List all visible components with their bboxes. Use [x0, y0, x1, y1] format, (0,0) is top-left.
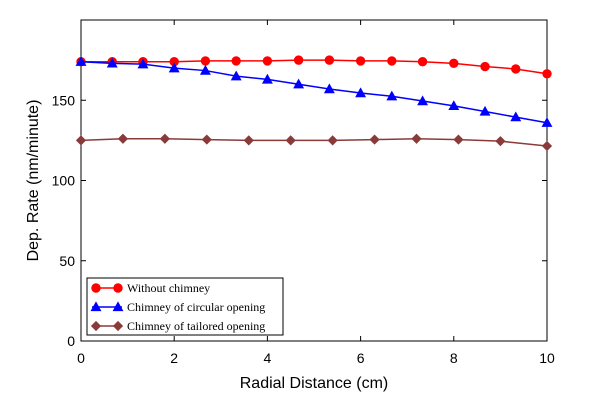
data-point [479, 105, 491, 116]
data-point [106, 57, 118, 68]
data-point [510, 111, 522, 122]
legend-entry: Without chimney [91, 281, 210, 295]
x-tick-label: 4 [264, 350, 272, 366]
legend-marker [90, 301, 102, 312]
data-point [159, 133, 170, 144]
data-point [201, 134, 212, 145]
axis-ticks [80, 20, 548, 342]
series-line [81, 59, 548, 75]
legend-label: Chimney of circular opening [127, 300, 265, 314]
data-point [495, 136, 506, 147]
x-tick-label: 10 [539, 350, 555, 366]
y-axis-title: Dep. Rate (nm/minute) [25, 100, 42, 262]
series-triangle [75, 56, 553, 127]
data-point [75, 135, 87, 146]
data-point [542, 69, 552, 79]
series-line [80, 60, 548, 124]
data-point [75, 56, 87, 66]
x-axis-title: Radial Distance (cm) [240, 375, 388, 392]
legend-label: Without chimney [127, 281, 210, 295]
y-tick-label: 150 [52, 92, 76, 108]
series-diamond [75, 133, 553, 152]
x-tick-label: 0 [77, 350, 85, 366]
data-point [293, 78, 305, 89]
legend-label: Chimney of tailored opening [127, 319, 265, 333]
data-point [137, 58, 149, 69]
x-tick-label: 2 [170, 350, 178, 366]
data-point [168, 62, 180, 73]
legend-marker [112, 320, 124, 332]
legend-marker [112, 301, 124, 312]
y-tick-label: 100 [52, 173, 76, 189]
data-point [199, 64, 211, 75]
data-point [117, 133, 129, 144]
series-circle [76, 55, 552, 79]
y-tick-label: 0 [67, 333, 75, 349]
x-tick-label: 8 [450, 350, 458, 366]
data-point [262, 56, 273, 66]
data-point [369, 134, 380, 145]
data-point [411, 133, 422, 144]
data-point [327, 135, 338, 146]
data-point [355, 56, 366, 66]
data-point [541, 117, 553, 127]
data-point [448, 100, 460, 111]
legend-entry: Chimney of circular opening [90, 300, 265, 314]
data-point [243, 135, 254, 146]
series-line [80, 138, 548, 147]
data-point [417, 57, 428, 67]
data-point [355, 87, 367, 98]
data-point [453, 134, 464, 145]
data-point [511, 64, 521, 74]
legend-marker [90, 320, 102, 332]
x-tick-label: 6 [357, 350, 365, 366]
data-point [261, 73, 273, 84]
data-point [200, 56, 211, 66]
data-point [324, 55, 335, 65]
y-tick-label: 50 [59, 253, 75, 269]
legend-marker [113, 283, 123, 293]
data-point [231, 56, 241, 66]
legend: Without chimney Chimney of circular openi… [86, 277, 284, 336]
data-point [387, 56, 397, 66]
data-point [285, 135, 296, 146]
legend-marker [91, 283, 101, 293]
data-point [323, 83, 335, 94]
series-layer [75, 55, 553, 152]
legend-entry: Chimney of tailored opening [90, 319, 265, 333]
data-point [293, 55, 304, 65]
data-point [541, 140, 553, 152]
data-point [449, 58, 459, 69]
data-point [230, 70, 242, 81]
data-point [480, 61, 490, 72]
data-point [417, 95, 429, 106]
data-point [386, 90, 398, 101]
